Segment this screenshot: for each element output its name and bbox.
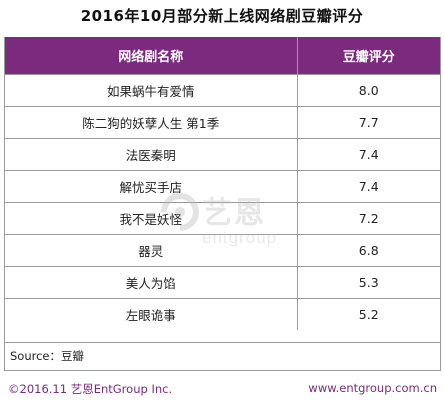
douban-score-cell: 5.3 bbox=[297, 266, 440, 299]
table-row: 陈二狗的妖孽人生 第1季 7.7 bbox=[5, 106, 440, 139]
table-row: 法医秦明 7.4 bbox=[5, 138, 440, 171]
douban-score-cell: 7.4 bbox=[297, 138, 440, 171]
drama-name-cell: 如果蜗牛有爱情 bbox=[5, 74, 298, 107]
drama-name-cell: 左眼诡事 bbox=[5, 298, 298, 330]
footer-copyright: ©2016.11 艺恩EntGroup Inc. bbox=[8, 382, 173, 396]
ratings-table-container: 网络剧名称 豆瓣评分 如果蜗牛有爱情 8.0 陈二狗的妖孽人生 第1季 7.7 法医秦明… bbox=[4, 37, 441, 342]
source-note: Source：豆瓣 bbox=[4, 342, 441, 371]
footer-url[interactable]: www.entgroup.com.cn bbox=[308, 381, 437, 395]
footer: ©2016.11 艺恩EntGroup Inc. www.entgroup.co… bbox=[4, 381, 441, 399]
table-row: 解忧买手店 7.4 bbox=[5, 170, 440, 203]
douban-score-cell: 8.0 bbox=[297, 74, 440, 107]
table-row: 器灵 6.8 bbox=[5, 234, 440, 267]
douban-score-cell: 7.4 bbox=[297, 170, 440, 203]
table-row: 美人为馅 5.3 bbox=[5, 266, 440, 299]
douban-score-cell: 7.2 bbox=[297, 202, 440, 235]
table-header-row: 网络剧名称 豆瓣评分 bbox=[5, 37, 440, 75]
douban-score-cell: 6.8 bbox=[297, 234, 440, 267]
table-row: 我不是妖怪 7.2 bbox=[5, 202, 440, 235]
douban-score-cell: 7.7 bbox=[297, 106, 440, 139]
chart-title: 2016年10月部分新上线网络剧豆瓣评分 bbox=[80, 7, 364, 25]
table-row: 左眼诡事 5.2 bbox=[5, 298, 440, 330]
drama-name-cell: 美人为馅 bbox=[5, 266, 298, 299]
column-header-name: 网络剧名称 bbox=[5, 37, 298, 75]
drama-name-cell: 法医秦明 bbox=[5, 138, 298, 171]
drama-name-cell: 器灵 bbox=[5, 234, 298, 267]
table-row: 如果蜗牛有爱情 8.0 bbox=[5, 74, 440, 107]
drama-name-cell: 我不是妖怪 bbox=[5, 202, 298, 235]
column-header-score: 豆瓣评分 bbox=[297, 37, 440, 75]
ratings-table: 网络剧名称 豆瓣评分 如果蜗牛有爱情 8.0 陈二狗的妖孽人生 第1季 7.7 法医秦明… bbox=[5, 37, 440, 330]
drama-name-cell: 陈二狗的妖孽人生 第1季 bbox=[5, 106, 298, 139]
table-body: 如果蜗牛有爱情 8.0 陈二狗的妖孽人生 第1季 7.7 法医秦明 7.4 解忧买手店 7.4… bbox=[5, 74, 440, 330]
douban-score-cell: 5.2 bbox=[297, 298, 440, 330]
drama-name-cell: 解忧买手店 bbox=[5, 170, 298, 203]
